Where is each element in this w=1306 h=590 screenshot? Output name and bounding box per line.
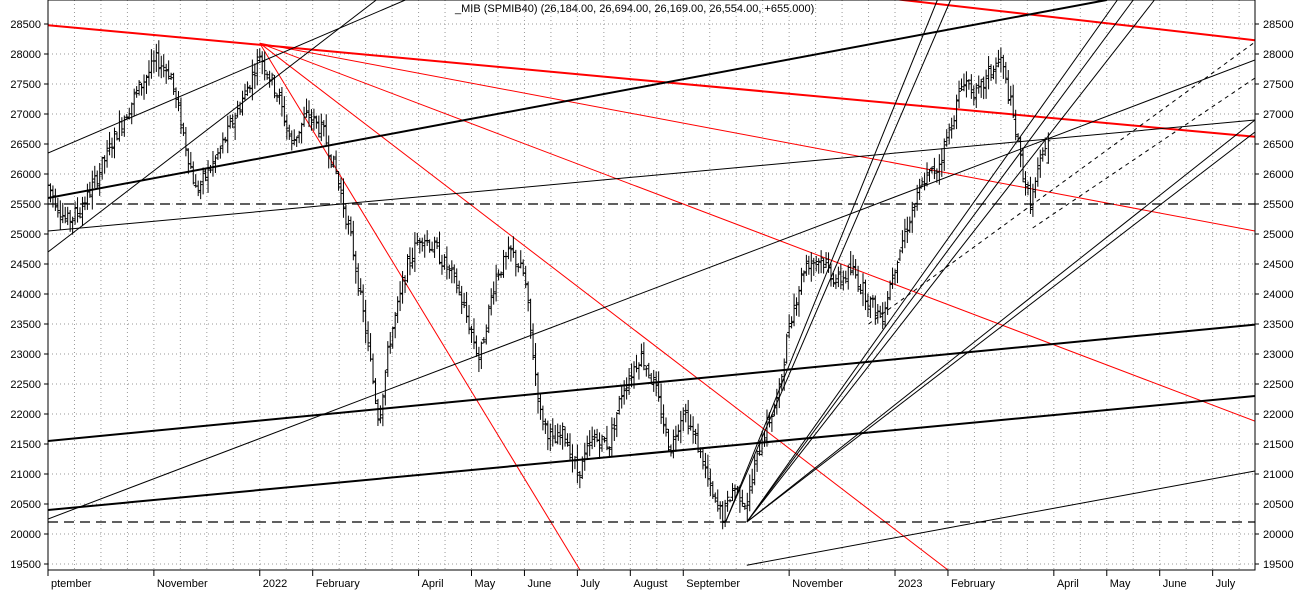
trendline: [746, 0, 1118, 523]
x-tick-label: July: [1216, 578, 1236, 590]
y-tick-label: 20500: [1263, 499, 1294, 511]
trendlines: [48, 0, 1255, 570]
chart-title: _MIB (SPMIB40) (26,184.00, 26,694.00, 26…: [455, 3, 815, 15]
trendline: [746, 119, 1255, 523]
y-tick-label: 28500: [1263, 19, 1294, 31]
y-tick-label: 23000: [10, 349, 41, 361]
y-tick-label: 22500: [10, 379, 41, 391]
y-tick-label: 22000: [1263, 409, 1294, 421]
x-tick-label: August: [633, 578, 667, 590]
y-tick-label: 26000: [10, 169, 41, 181]
x-tick-label: February: [951, 578, 996, 590]
x-tick-label: June: [527, 578, 551, 590]
y-tick-label: 26000: [1263, 169, 1294, 181]
trendline: [48, 0, 1107, 199]
y-tick-label: 27500: [10, 79, 41, 91]
y-tick-label: 28000: [1263, 49, 1294, 61]
trendline: [48, 0, 406, 154]
trendline: [725, 0, 938, 523]
y-tick-label: 27000: [1263, 109, 1294, 121]
trendline: [259, 42, 581, 570]
y-tick-label: 20500: [10, 499, 41, 511]
y-axis-right: 19500 20000 20500 21000 21500 22000 22500 23000…: [1263, 19, 1294, 571]
y-tick-label: 23500: [1263, 319, 1294, 331]
y-tick-label: 24000: [1263, 289, 1294, 301]
y-tick-label: 23000: [1263, 349, 1294, 361]
y-tick-label: 25500: [10, 199, 41, 211]
x-tick-label: February: [316, 578, 361, 590]
x-tick-label: 2023: [898, 578, 922, 590]
trendline: [259, 42, 1255, 232]
x-tick-label: May: [475, 578, 496, 590]
trendline: [48, 24, 1255, 138]
y-tick-label: 19500: [10, 559, 41, 571]
x-tick-label: July: [580, 578, 600, 590]
y-tick-label: 20000: [10, 529, 41, 541]
y-tick-label: 24500: [1263, 259, 1294, 271]
price-bars: [48, 40, 1051, 530]
y-tick-label: 21500: [10, 439, 41, 451]
x-tick-label: November: [157, 578, 208, 590]
y-tick-label: 27500: [1263, 79, 1294, 91]
trendline: [259, 42, 949, 570]
y-tick-label: 24000: [10, 289, 41, 301]
y-tick-label: 26500: [10, 139, 41, 151]
y-tick-label: 21500: [1263, 439, 1294, 451]
y-axis-left: 19500 20000 20500 21000 21500 22000 22500 23000…: [10, 19, 41, 571]
y-tick-label: 28000: [10, 49, 41, 61]
y-tick-label: 27000: [10, 109, 41, 121]
trendline: [48, 0, 377, 253]
y-tick-label: 25500: [1263, 199, 1294, 211]
x-axis: ptember November 2022 February April May June J…: [51, 578, 1236, 590]
y-tick-label: 20000: [1263, 529, 1294, 541]
y-tick-label: 24500: [10, 259, 41, 271]
trendline: [259, 42, 1255, 422]
y-tick-label: 23500: [10, 319, 41, 331]
x-tick-label: May: [1110, 578, 1131, 590]
y-tick-label: 28500: [10, 19, 41, 31]
trendline: [746, 0, 1134, 523]
trendline: [1032, 77, 1255, 229]
trendline: [746, 470, 1255, 566]
trendline: [746, 131, 1255, 523]
y-tick-label: 25000: [10, 229, 41, 241]
plot-frame: [44, 0, 1259, 576]
y-tick-label: 22000: [10, 409, 41, 421]
trendline: [746, 0, 1155, 523]
trendline: [725, 0, 952, 523]
y-tick-label: 21000: [1263, 469, 1294, 481]
plot-border: [47, 0, 1256, 571]
x-tick-label: June: [1163, 578, 1187, 590]
x-tick-label: ptember: [51, 578, 92, 590]
x-tick-label: September: [686, 578, 740, 590]
y-tick-label: 25000: [1263, 229, 1294, 241]
x-tick-label: 2022: [263, 578, 287, 590]
x-tick-label: November: [792, 578, 843, 590]
x-tick-label: April: [422, 578, 444, 590]
y-tick-label: 19500: [1263, 559, 1294, 571]
trendline: [48, 59, 1255, 520]
y-tick-label: 26500: [1263, 139, 1294, 151]
y-tick-label: 22500: [1263, 379, 1294, 391]
y-tick-label: 21000: [10, 469, 41, 481]
trendline: [48, 119, 1255, 232]
trendline: [48, 395, 1255, 511]
x-tick-label: April: [1057, 578, 1079, 590]
